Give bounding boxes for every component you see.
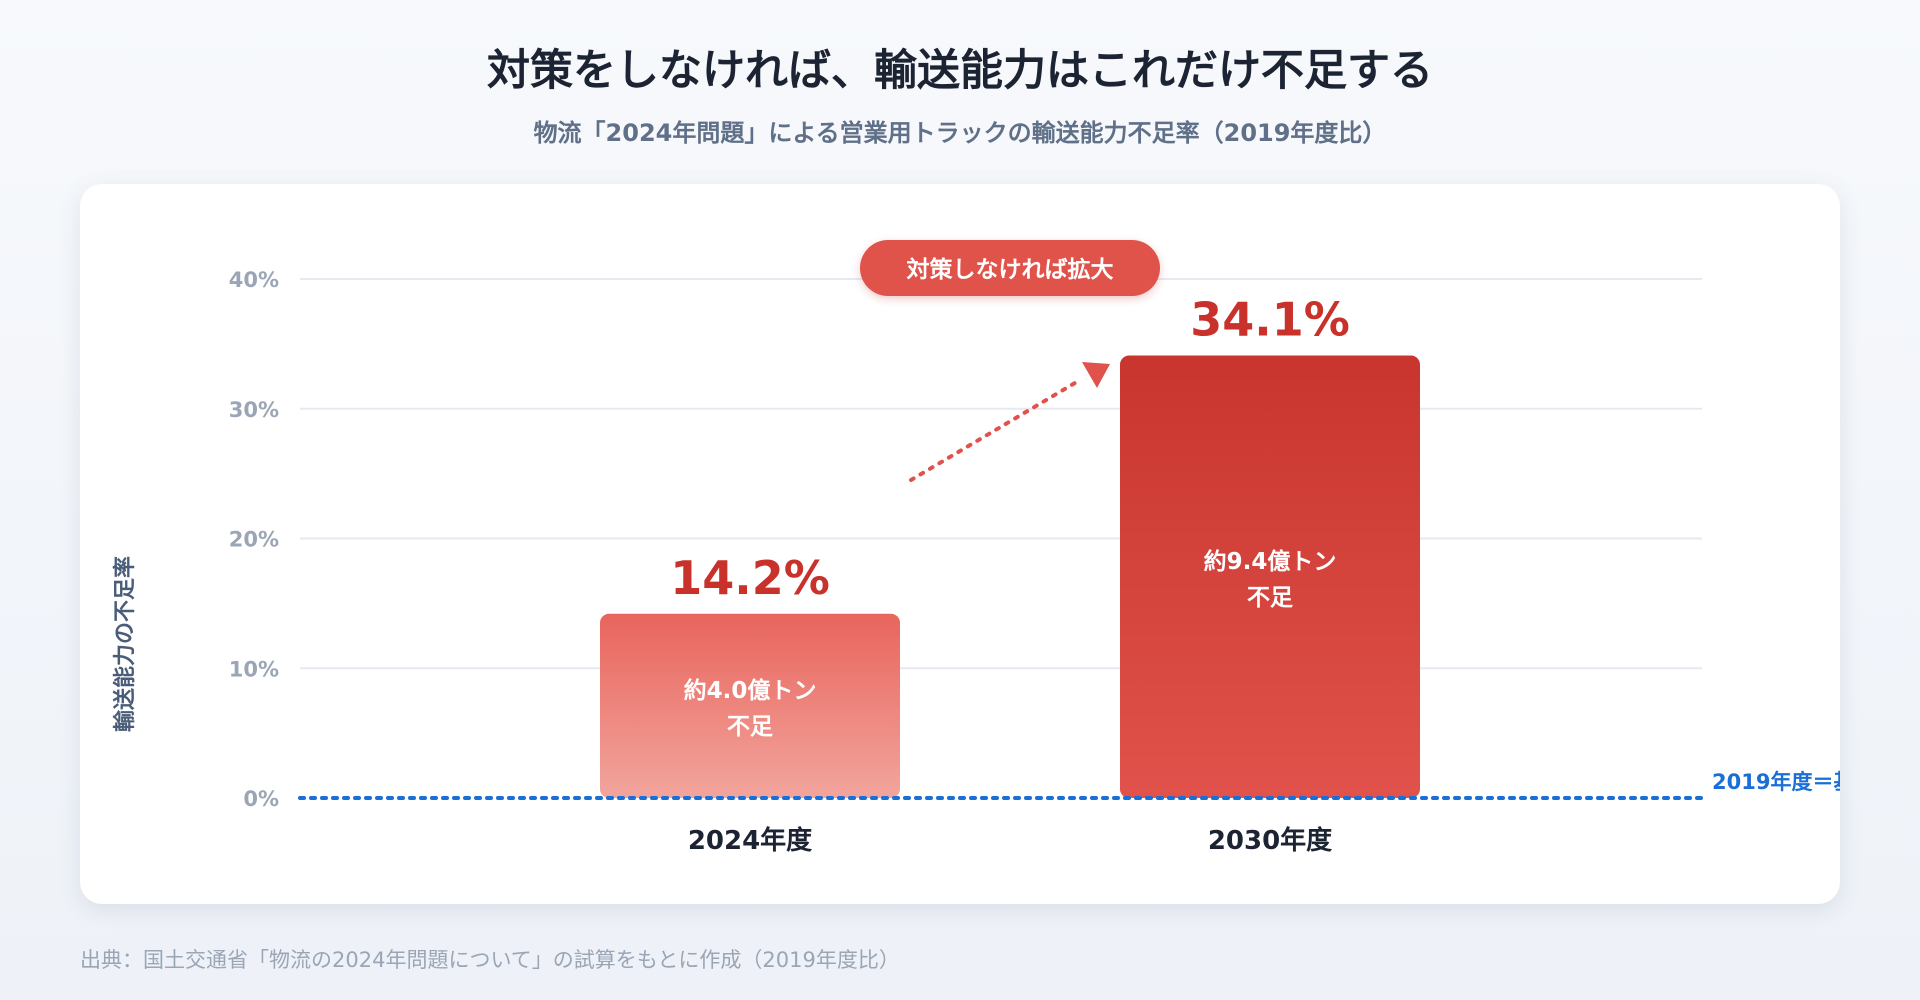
category-label-2024: 2024年度 [688, 825, 812, 856]
trend-arrow-line [909, 378, 1082, 482]
page-subtitle: 物流「2024年問題」による営業用トラックの輸送能力不足率（2019年度比） [533, 119, 1387, 147]
bar-2024 [600, 613, 900, 798]
y-tick-label: 20% [229, 528, 279, 552]
callout-text: 対策しなければ拡大 [907, 256, 1114, 283]
callout-badge: 対策しなければ拡大 [860, 240, 1160, 296]
source-note: 出典：国土交通省「物流の2024年問題について」の試算をもとに作成（2019年度… [80, 948, 900, 972]
y-tick-label: 40% [229, 268, 279, 292]
y-axis-label: 輸送能力の不足率 [112, 556, 138, 732]
chart-card: 0%10%20%30%40% 輸送能力の不足率 2019年度＝基準 14.2% … [80, 184, 1840, 904]
value-label-2024: 14.2% [670, 551, 830, 605]
bar-inner-label-2030-line1: 約9.4億トン [1204, 548, 1337, 575]
baseline-label: 2019年度＝基準 [1712, 770, 1840, 794]
y-tick-label: 10% [229, 657, 279, 681]
category-label-2030: 2030年度 [1208, 825, 1332, 856]
y-tick-label: 0% [243, 787, 279, 811]
y-tick-label: 30% [229, 398, 279, 422]
trend-arrow-head [1082, 362, 1110, 388]
bar-inner-label-2024-line2: 不足 [727, 714, 773, 740]
y-grid: 0% 10% 20% 30% 40% [229, 268, 1702, 811]
value-label-2030: 34.1% [1190, 293, 1350, 347]
bar-inner-label-2030-line2: 不足 [1247, 585, 1293, 611]
bar-2030 [1120, 355, 1420, 798]
bar-chart: 0%10%20%30%40% 輸送能力の不足率 2019年度＝基準 14.2% … [112, 240, 1840, 856]
page-title: 対策をしなければ、輸送能力はこれだけ不足する [487, 46, 1433, 96]
bar-inner-label-2024-line1: 約4.0億トン [684, 677, 817, 704]
